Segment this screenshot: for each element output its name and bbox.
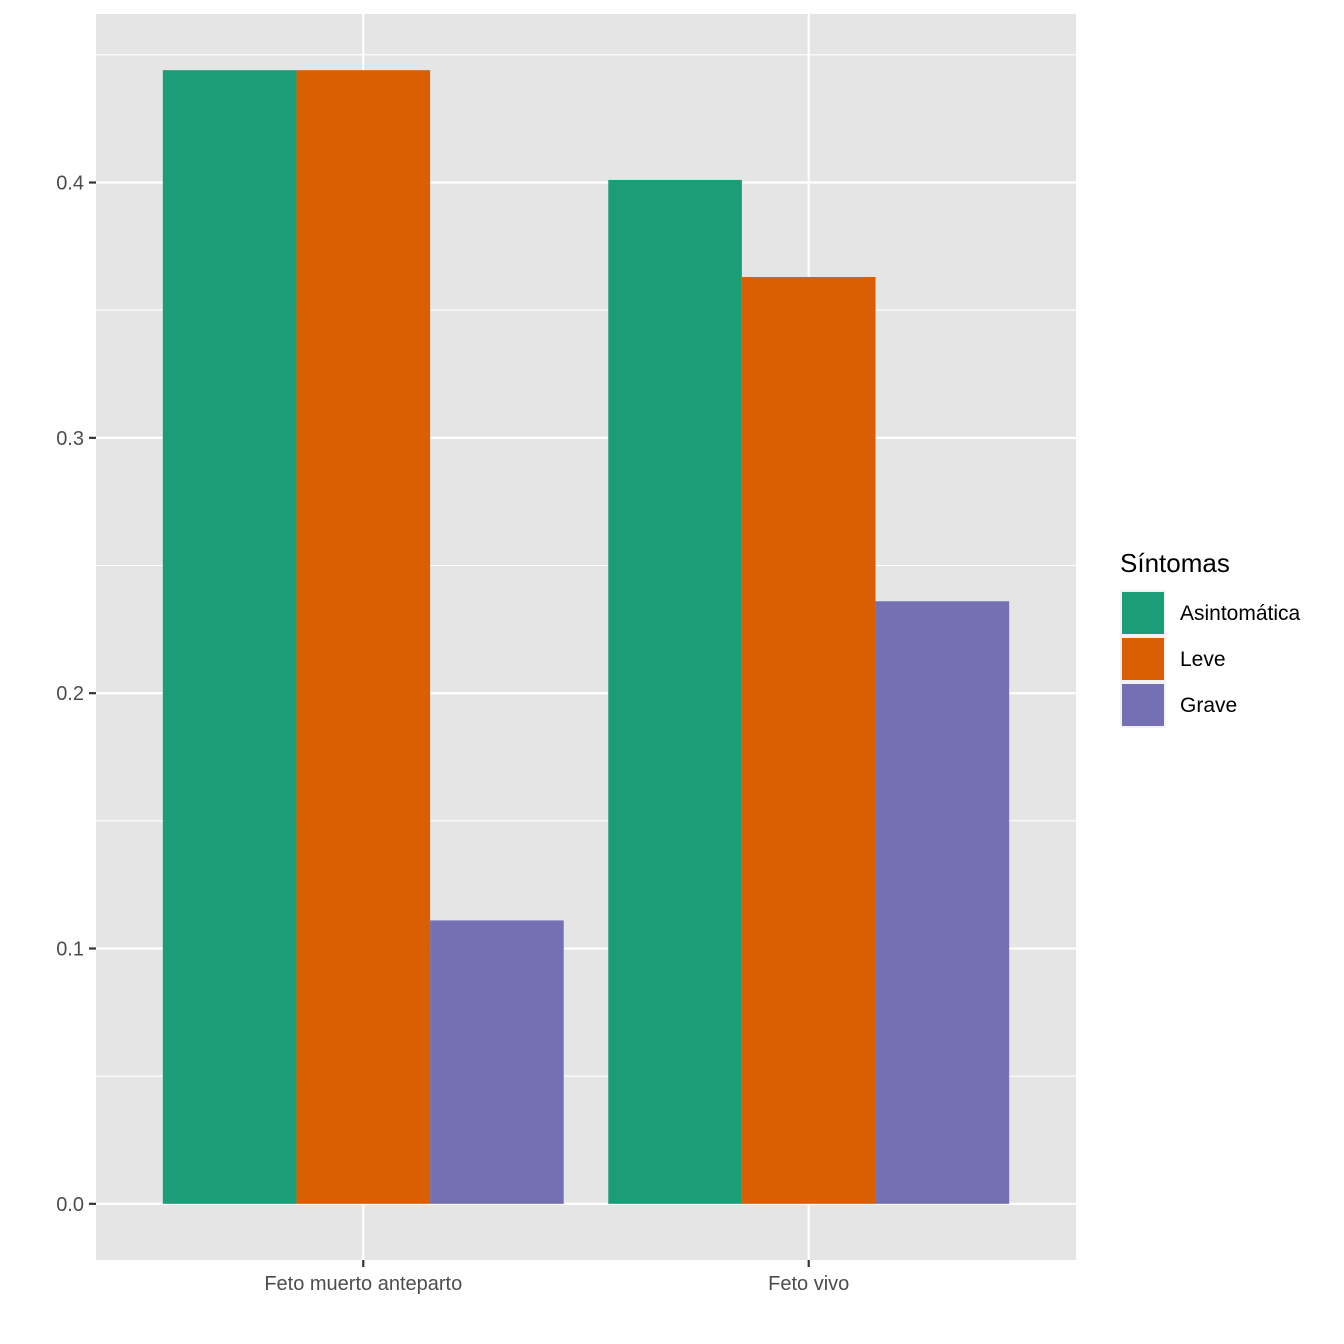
legend: Síntomas Asintomática Leve Grave (1120, 548, 1301, 728)
y-tick-label: 0.4 (56, 173, 84, 195)
y-axis: 0.0 0.1 0.2 0.3 0.4 (56, 173, 96, 1216)
y-tick-label: 0.3 (56, 428, 84, 450)
bar-grave (875, 601, 1010, 1204)
y-tick-label: 0.1 (56, 939, 84, 961)
x-tick-label: Feto vivo (768, 1273, 849, 1295)
bar-leve (741, 276, 876, 1204)
legend-swatch (1122, 638, 1164, 680)
bar-grave (430, 920, 564, 1204)
bar-asintomática (162, 70, 297, 1204)
legend-title: Síntomas (1120, 548, 1230, 578)
legend-label: Grave (1180, 694, 1237, 717)
legend-swatch (1122, 684, 1164, 726)
bar-asintomática (608, 179, 742, 1204)
legend-label: Asintomática (1180, 602, 1301, 625)
bar-leve (296, 70, 431, 1204)
x-axis: Feto muerto anteparto Feto vivo (264, 1260, 849, 1295)
x-tick-label: Feto muerto anteparto (264, 1273, 462, 1295)
legend-swatch (1122, 592, 1164, 634)
y-tick-label: 0.0 (56, 1194, 84, 1216)
bars (162, 70, 1010, 1204)
y-tick-label: 0.2 (56, 683, 84, 705)
legend-label: Leve (1180, 648, 1226, 671)
